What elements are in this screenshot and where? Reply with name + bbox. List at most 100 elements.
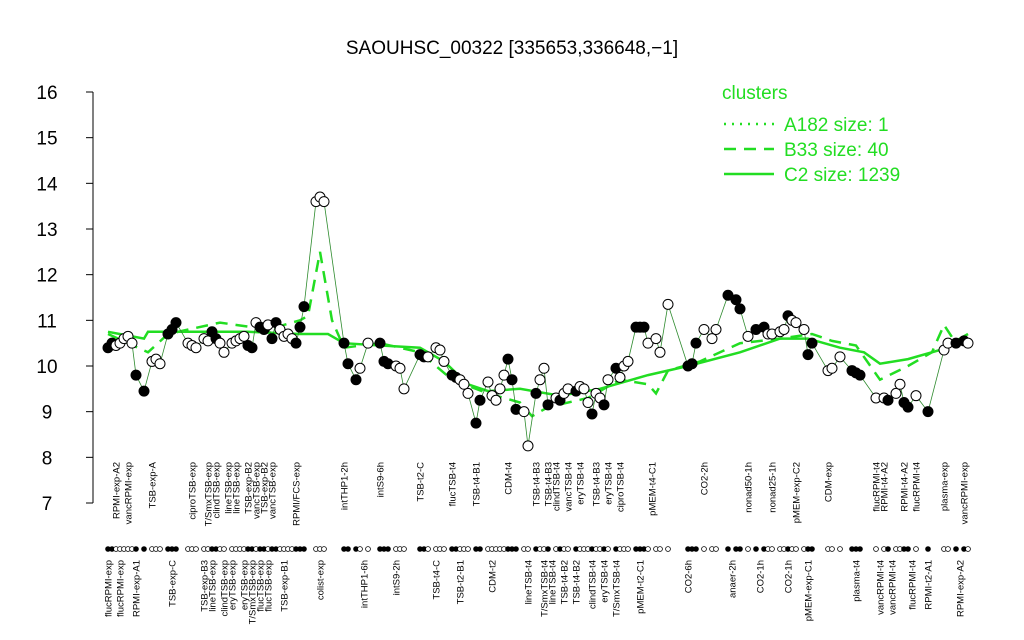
sample-strip-dot [365, 546, 371, 552]
sample-point [698, 323, 710, 335]
sample-point [882, 394, 894, 406]
sample-strip-dot [193, 546, 199, 552]
sample-point [522, 440, 534, 452]
sample-point [422, 351, 434, 363]
sample-point [494, 383, 506, 395]
x-label: intS9-2h [392, 560, 403, 595]
y-tick-label: 10 [36, 357, 57, 378]
y-tick-label: 12 [36, 266, 57, 287]
sample-point [706, 333, 718, 345]
x-label: pMEM-t2-C1 [636, 560, 647, 614]
x-label: TSB-exp-C [168, 560, 179, 607]
legend-label: B33 size: 40 [784, 140, 889, 161]
x-label: clindTSB-t4 [588, 560, 599, 609]
sample-point [238, 330, 250, 342]
sample-strip-dot [441, 546, 447, 552]
sample-point [834, 351, 846, 363]
sample-point [506, 374, 518, 386]
x-label: RPMI-t4-A2 [900, 462, 911, 512]
sample-strip-dot [925, 546, 931, 552]
x-label: RPMI-exp-A1 [132, 560, 143, 617]
sample-point [394, 362, 406, 374]
x-label: RPMI-t4-A2 [880, 462, 891, 512]
sample-strip-dot [157, 546, 163, 552]
legend-label: A182 size: 1 [784, 115, 889, 136]
sample-point [530, 387, 542, 399]
sample-strip-dot [837, 546, 843, 552]
cluster-line [107, 251, 969, 418]
sample-point [902, 401, 914, 413]
sample-point [662, 298, 674, 310]
sample-point [910, 390, 922, 402]
sample-point [890, 387, 902, 399]
x-label: intTHP1-6h [360, 560, 371, 608]
sample-point [374, 337, 386, 349]
y-tick-label: 9 [42, 403, 53, 424]
sample-point [350, 374, 362, 386]
x-label: lineTSB-exp [208, 560, 219, 612]
x-label: vancTSB-exp [268, 462, 279, 519]
sample-strip-dot [477, 546, 483, 552]
sample-strip-dot [525, 546, 531, 552]
x-label: CO2-1h [756, 560, 767, 593]
x-label: lineTSB-t4 [524, 560, 535, 604]
sample-strip-dot [625, 546, 631, 552]
x-label: CDM-t4 [504, 462, 515, 495]
x-label: nonad50-1h [744, 462, 755, 513]
sample-point [518, 406, 530, 418]
sample-point [826, 362, 838, 374]
sample-point [482, 376, 494, 388]
x-label: colist-exp [316, 560, 327, 600]
x-label: flucRPMI-t4 [872, 462, 883, 512]
x-label: T/SmxTSB-exp [248, 560, 259, 624]
x-label: eryTSB-t4 [600, 560, 611, 603]
sample-strip-dot [321, 546, 327, 552]
x-label: flucRPMI-exp [104, 560, 115, 617]
x-label: TSB-t4-B1 [472, 462, 483, 506]
x-label: flucTSB-t4 [448, 462, 459, 506]
sample-point [338, 337, 350, 349]
x-label: eryTSB-exp [228, 560, 239, 610]
legend-title: clusters [722, 83, 787, 104]
sample-strip-dot [857, 546, 863, 552]
sample-strip-dot [465, 546, 471, 552]
sample-strip-dot [793, 546, 799, 552]
sample-strip-dot [945, 546, 951, 552]
sample-point [710, 323, 722, 335]
x-label: vancRPMI-t4 [888, 560, 899, 615]
sample-point [602, 374, 614, 386]
x-label: plasma-exp [940, 462, 951, 511]
x-label: pMEM-exp-C2 [792, 462, 803, 523]
x-label: pMEM-exp-C1 [804, 560, 815, 621]
x-label: flucRPMI-t4 [908, 560, 919, 610]
x-label: pMEM-t4-C1 [648, 462, 659, 516]
sample-strip-dot [173, 546, 179, 552]
y-tick-label: 16 [36, 83, 57, 104]
sample-strip-dot [693, 546, 699, 552]
x-label: TSB-exp-B2 [244, 462, 255, 514]
sample-strip-dot [737, 546, 743, 552]
sample-strip-dot [885, 546, 891, 552]
x-label: lineTSB-exp [232, 462, 243, 514]
sample-point [170, 317, 182, 329]
sample-point [798, 323, 810, 335]
sample-point [894, 378, 906, 390]
profile-line [107, 196, 969, 446]
sample-point [438, 355, 450, 367]
sample-point [470, 417, 482, 429]
x-label: vancTSB-exp [252, 462, 263, 519]
sample-point [962, 337, 974, 349]
sample-point [654, 346, 666, 358]
sample-point [802, 349, 814, 361]
sample-point [686, 358, 698, 370]
sample-strip-dot [665, 546, 671, 552]
x-label: eryTSB-t4 [576, 462, 587, 505]
sample-strip-dot [913, 546, 919, 552]
sample-point [354, 362, 366, 374]
x-label: flucTSB-exp [256, 560, 267, 612]
x-label: intS9-6h [376, 462, 387, 497]
x-label: TSB-t4-B3 [544, 462, 555, 506]
x-label: CO2-1h [784, 560, 795, 593]
sample-point [342, 358, 354, 370]
sample-point [742, 330, 754, 342]
